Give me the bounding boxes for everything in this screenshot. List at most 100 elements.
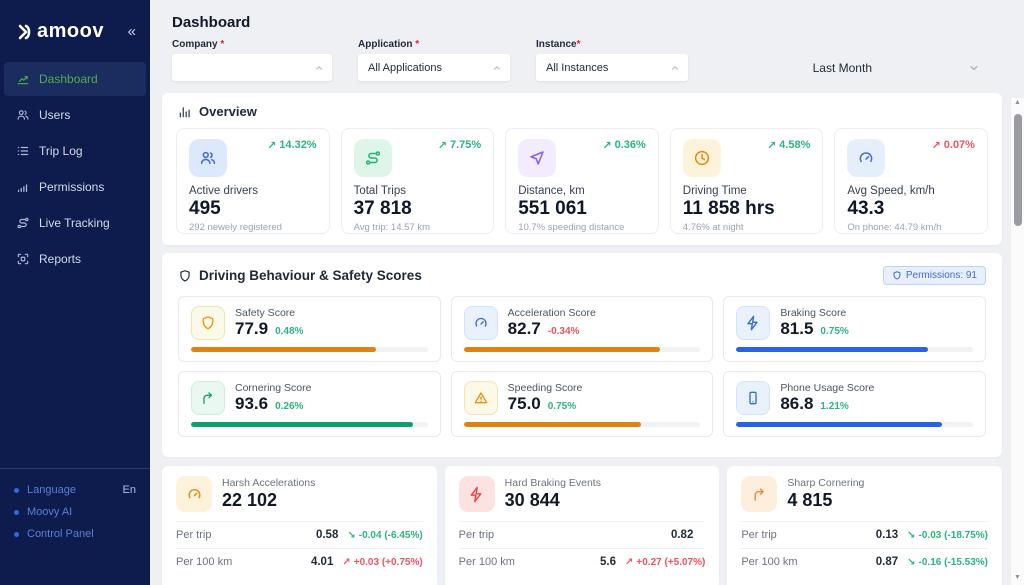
stat-value: 37 818 — [354, 198, 482, 220]
sidebar-item-label: Reports — [39, 252, 81, 266]
speeding-warning-icon — [464, 381, 498, 415]
stat-subtext: Avg trip: 14.57 km — [354, 222, 482, 233]
chevron-up-icon — [314, 63, 324, 73]
control-panel-link[interactable]: Control Panel — [14, 523, 136, 545]
scroll-down-arrow-icon[interactable]: ▼ — [1014, 573, 1021, 585]
score-progress — [464, 347, 701, 352]
score-value: 86.8 — [780, 394, 813, 414]
score-value: 75.0 — [508, 394, 541, 414]
event-card-sharp-cornering: Sharp Cornering 4 815 Per trip 0.13↘-0.0… — [727, 466, 1002, 585]
stat-subtext: 10.7% speeding distance — [518, 222, 646, 233]
safety-scores-panel: Driving Behaviour & Safety Scores Permis… — [162, 253, 1002, 457]
stat-card-total-trips: ↗7.75% Total Trips 37 818 Avg trip: 14.5… — [341, 128, 495, 234]
stat-card-active-drivers: ↗14.32% Active drivers 495 292 newely re… — [176, 128, 330, 234]
stat-label: Active drivers — [189, 185, 317, 197]
score-progress — [736, 422, 973, 427]
safety-shield-icon — [191, 306, 225, 340]
driving-time-clock-icon — [683, 139, 721, 177]
sidebar-footer: Language En Moovy AI Control Panel — [0, 468, 150, 585]
sidebar-item-users[interactable]: Users — [4, 98, 146, 132]
trend-up-icon: ↗ — [342, 557, 350, 568]
route-icon — [16, 216, 30, 230]
score-label: Braking Score — [780, 307, 848, 319]
score-delta: 0.48% — [275, 326, 303, 337]
trend-down-icon: ↘ — [907, 530, 915, 541]
trend-badge: ↗+0.03 (+0.75%) — [342, 557, 422, 568]
bullet-icon — [14, 510, 19, 515]
sidebar-item-trip-log[interactable]: Trip Log — [4, 134, 146, 168]
stat-label: Total Trips — [354, 185, 482, 197]
overview-title: Overview — [199, 104, 257, 119]
score-delta: 0.75% — [820, 326, 848, 337]
harsh-acceleration-gauge-icon — [176, 476, 212, 512]
score-delta: 0.75% — [548, 401, 576, 412]
filter-bar: Company * Application * All Applications… — [150, 31, 1024, 93]
score-value: 82.7 — [508, 319, 541, 339]
page-title: Dashboard — [150, 0, 1024, 31]
sidebar-item-permissions[interactable]: Permissions — [4, 170, 146, 204]
trips-route-icon — [354, 139, 392, 177]
score-label: Safety Score — [235, 307, 303, 319]
score-card-speeding: Speeding Score 75.0 0.75% — [451, 371, 714, 437]
sidebar-nav: Dashboard Users Trip Log Permissions Liv… — [0, 61, 150, 277]
language-link[interactable]: Language En — [14, 479, 136, 501]
sidebar-item-live-tracking[interactable]: Live Tracking — [4, 206, 146, 240]
instance-filter-label: Instance* — [536, 39, 688, 50]
trend-badge: ↘-0.03 (-18.75%) — [907, 530, 988, 541]
brand-logo: amoov — [16, 20, 104, 43]
trend-up-icon: ↗ — [932, 139, 941, 152]
vertical-scrollbar: ▲ ▼ — [1010, 98, 1024, 585]
stat-card-driving-time: ↗4.58% Driving Time 11 858 hrs 4.76% at … — [670, 128, 824, 234]
stat-label: Distance, km — [518, 185, 646, 197]
trend-badge: ↗7.75% — [438, 139, 481, 152]
sidebar-collapse-button[interactable]: « — [128, 24, 136, 39]
event-title: Harsh Accelerations — [222, 477, 315, 489]
score-card-safety: Safety Score 77.90.48% — [178, 296, 441, 362]
sidebar-item-dashboard[interactable]: Dashboard — [4, 62, 146, 96]
stat-card-avg-speed: ↗0.07% Avg Speed, km/h 43.3 On phone: 44… — [834, 128, 988, 234]
acceleration-gauge-icon — [464, 306, 498, 340]
score-value: 81.5 — [780, 319, 813, 339]
event-title: Hard Braking Events — [505, 477, 601, 489]
chevron-down-icon — [968, 62, 980, 74]
sidebar-item-reports[interactable]: Reports — [4, 242, 146, 276]
event-value: 22 102 — [222, 490, 315, 511]
company-filter-label: Company * — [172, 39, 332, 50]
cornering-arrow-icon — [191, 381, 225, 415]
sharp-cornering-arrow-icon — [741, 476, 777, 512]
language-value: En — [123, 484, 136, 496]
event-value: 30 844 — [505, 490, 601, 511]
event-card-harsh-accelerations: Harsh Accelerations 22 102 Per trip 0.58… — [162, 466, 437, 585]
instance-select[interactable]: All Instances — [536, 54, 688, 81]
sidebar: amoov « Dashboard Users Trip Log Permiss… — [0, 0, 150, 585]
event-metric-row: Per 100 km 5.6↗+0.27 (+5.07%) — [459, 548, 706, 575]
event-value: 4 815 — [787, 490, 864, 511]
permissions-badge[interactable]: Permissions: 91 — [883, 266, 986, 285]
scroll-up-arrow-icon[interactable]: ▲ — [1014, 98, 1021, 110]
score-progress — [736, 347, 973, 352]
distance-navigation-icon — [518, 139, 556, 177]
application-select[interactable]: All Applications — [358, 54, 510, 81]
score-delta: 0.26% — [275, 401, 303, 412]
event-card-hard-braking: Hard Braking Events 30 844 Per trip 0.82… — [445, 466, 720, 585]
sidebar-item-label: Trip Log — [39, 144, 83, 158]
moovy-ai-link[interactable]: Moovy AI — [14, 501, 136, 523]
score-delta: 1.21% — [820, 401, 848, 412]
trend-badge: ↗+0.27 (+5.07%) — [625, 557, 705, 568]
users-icon — [16, 108, 30, 122]
scrollbar-thumb[interactable] — [1014, 114, 1022, 226]
score-card-acceleration: Acceleration Score 82.7-0.34% — [451, 296, 714, 362]
app-window: amoov « Dashboard Users Trip Log Permiss… — [0, 0, 1024, 585]
score-label: Cornering Score — [235, 382, 311, 394]
period-select[interactable]: Last Month — [813, 54, 980, 81]
dashboard-scroll-area: Overview ↗14.32% Active drivers 495 292 … — [150, 93, 1024, 585]
company-select[interactable] — [172, 54, 332, 81]
reports-frame-icon — [16, 252, 30, 266]
event-metric-row: Per 100 km 4.01↗+0.03 (+0.75%) — [176, 548, 423, 575]
event-metric-row: Per 100 km 0.87↘-0.16 (-15.53%) — [741, 548, 988, 575]
event-metric-row: Per trip 0.13↘-0.03 (-18.75%) — [741, 521, 988, 548]
drivers-icon — [189, 139, 227, 177]
trip-log-list-icon — [16, 144, 30, 158]
score-label: Speeding Score — [508, 382, 583, 394]
stat-subtext: 4.76% at night — [683, 222, 811, 233]
